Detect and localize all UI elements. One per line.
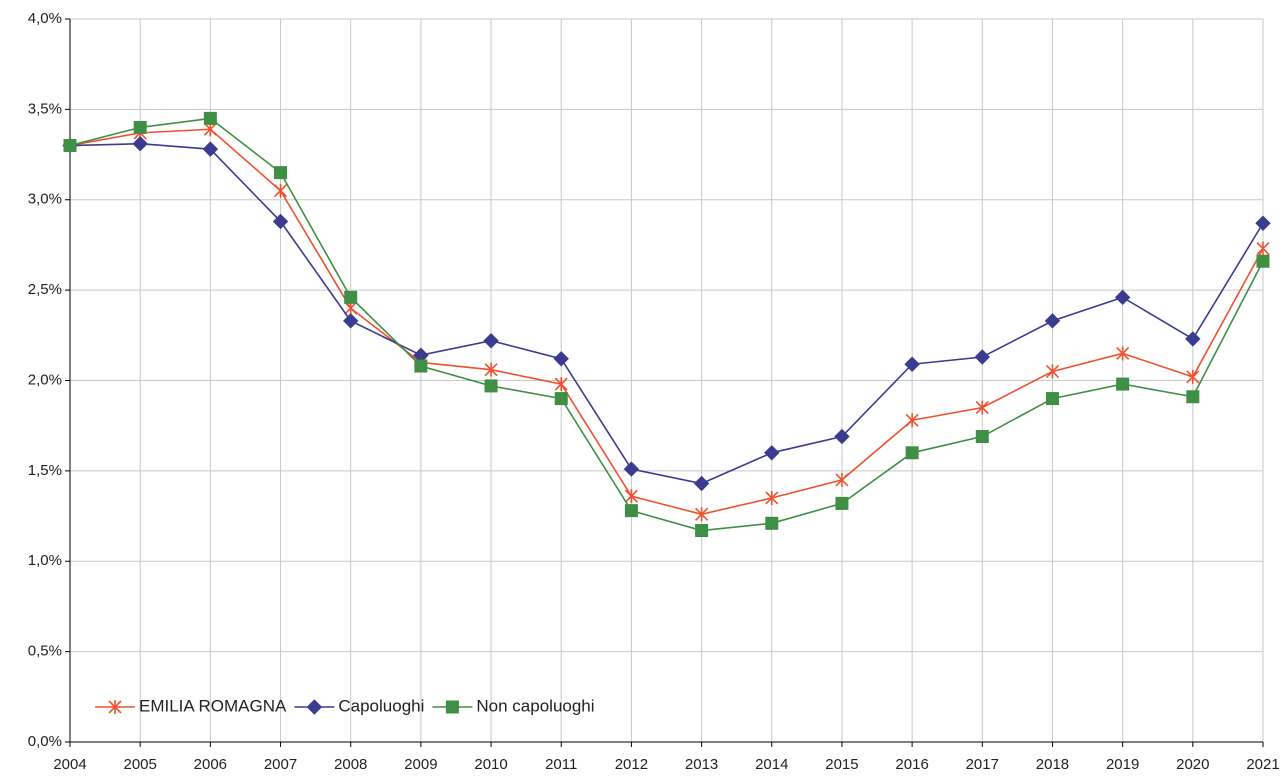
marker [63, 139, 77, 153]
x-tick-label: 2012 [615, 756, 648, 773]
x-tick-label: 2020 [1176, 756, 1209, 773]
marker [1045, 392, 1059, 406]
marker [623, 461, 640, 477]
marker [695, 524, 709, 538]
marker [414, 359, 428, 373]
marker [554, 392, 568, 406]
x-tick-label: 2014 [755, 756, 788, 773]
marker [553, 351, 569, 367]
y-tick-label: 0,5% [28, 643, 62, 660]
marker [1114, 289, 1131, 306]
marker [484, 362, 498, 377]
marker [834, 428, 850, 445]
marker [624, 504, 638, 518]
x-tick-label: 2007 [264, 756, 297, 773]
marker [1256, 254, 1270, 268]
legend-label: Non capoluoghi [476, 696, 594, 715]
y-tick-label: 3,0% [28, 191, 62, 208]
y-tick-label: 0,0% [28, 733, 62, 750]
marker [624, 489, 638, 504]
marker [133, 120, 147, 134]
marker [765, 490, 779, 505]
x-tick-label: 2010 [474, 756, 507, 773]
x-tick-label: 2016 [895, 756, 928, 773]
marker [554, 377, 568, 392]
x-tick-label: 2019 [1106, 756, 1139, 773]
legend-label: Capoluoghi [338, 696, 424, 715]
x-tick-label: 2009 [404, 756, 437, 773]
x-tick-label: 2013 [685, 756, 718, 773]
marker [484, 379, 498, 393]
series-line [69, 117, 1264, 532]
x-tick-label: 2015 [825, 756, 858, 773]
marker [132, 136, 148, 152]
marker [1044, 313, 1061, 329]
marker [273, 183, 288, 198]
marker [1255, 215, 1271, 231]
marker [483, 333, 499, 349]
marker [835, 496, 849, 510]
y-tick-label: 1,5% [28, 462, 62, 479]
marker [1186, 369, 1200, 384]
series-line [69, 142, 1264, 485]
x-tick-label: 2006 [194, 756, 227, 773]
legend-label: EMILIA ROMAGNA [139, 696, 287, 715]
y-tick-label: 1,0% [28, 552, 62, 569]
y-tick-label: 3,5% [28, 100, 62, 117]
marker [306, 699, 323, 715]
marker [342, 313, 359, 329]
x-tick-label: 2004 [53, 756, 86, 773]
x-tick-label: 2008 [334, 756, 367, 773]
legend: EMILIA ROMAGNA Capoluoghi Non capoluoghi [95, 696, 595, 715]
marker [905, 413, 919, 428]
marker [835, 472, 849, 487]
marker [274, 166, 288, 180]
x-tick-label: 2005 [123, 756, 156, 773]
marker [974, 349, 991, 365]
marker [975, 430, 989, 444]
x-tick-label: 2011 [545, 756, 577, 773]
marker [203, 111, 217, 125]
marker [445, 700, 459, 714]
marker [272, 213, 289, 230]
marker [765, 516, 779, 530]
marker [1045, 364, 1060, 379]
marker [202, 141, 219, 157]
marker [108, 700, 122, 714]
series-line [69, 128, 1264, 516]
x-tick-label: 2018 [1036, 756, 1069, 773]
marker [693, 475, 710, 492]
x-tick-label: 2017 [966, 756, 999, 773]
marker [1185, 331, 1201, 347]
marker [1186, 390, 1200, 404]
y-tick-label: 4,0% [28, 10, 62, 27]
marker [695, 507, 709, 522]
marker [764, 445, 780, 461]
marker [1116, 377, 1130, 391]
x-tick-label: 2021 [1246, 756, 1279, 773]
marker [1116, 346, 1130, 361]
marker [975, 400, 989, 415]
y-tick-label: 2,0% [28, 371, 62, 388]
marker [905, 446, 919, 460]
marker [1256, 241, 1270, 256]
y-tick-label: 2,5% [28, 281, 62, 298]
marker [344, 290, 358, 304]
marker [904, 356, 920, 372]
